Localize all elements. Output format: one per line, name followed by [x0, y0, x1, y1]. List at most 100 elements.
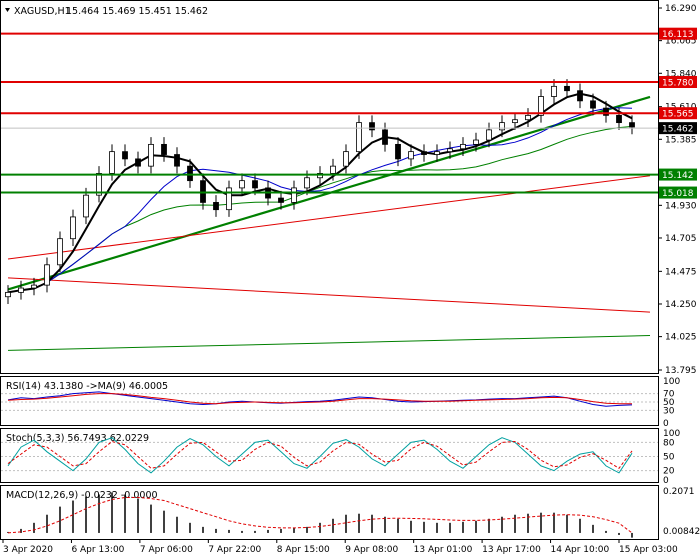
candle-body — [447, 148, 453, 153]
current-price-label: 15.462 — [662, 125, 694, 135]
candle-body — [408, 151, 414, 160]
price-ytick-label: 14.930 — [665, 201, 697, 211]
xtick-label: 9 Apr 08:00 — [345, 545, 398, 555]
candle-body — [83, 194, 89, 218]
candle-body — [616, 114, 622, 124]
level-tag — [659, 107, 697, 120]
candle-body — [57, 238, 63, 266]
xtick-label: 13 Apr 17:00 — [482, 545, 541, 555]
price-ytick-label: 14.250 — [665, 300, 697, 310]
level-tag — [659, 168, 697, 181]
xtick-label: 7 Apr 22:00 — [208, 545, 261, 555]
candle-body — [590, 100, 596, 109]
price-ytick-label: 13.795 — [665, 366, 697, 376]
candle-body — [356, 122, 362, 153]
candle-body — [369, 122, 375, 131]
candle-body — [226, 187, 232, 211]
rsi-panel-frame — [0, 376, 659, 426]
candle-body — [343, 151, 349, 167]
xtick-label: 15 Apr 03:00 — [619, 545, 678, 555]
rsi-title: RSI(14) 43.1380 ->MA(9) 46.0005 — [6, 381, 168, 392]
candle-body — [577, 90, 583, 102]
xtick-label: 3 Apr 2020 — [3, 545, 53, 555]
candle-body — [603, 107, 609, 116]
candle-body — [629, 122, 635, 128]
candle-body — [96, 173, 102, 196]
candle-body — [382, 129, 388, 145]
price-panel-frame — [0, 0, 659, 374]
osc-ytick-label: 80 — [663, 438, 675, 448]
macd-ytick-label: 0.2071 — [663, 487, 695, 497]
ma-blue-line — [7, 107, 633, 293]
osc-ytick-label: 0 — [663, 476, 669, 486]
candle-body — [525, 114, 531, 121]
osc-line-0 — [7, 437, 633, 474]
chart-ohlc: 15.464 15.469 15.451 15.462 — [66, 6, 208, 17]
trendline — [7, 335, 651, 351]
osc-ytick-label: 70 — [663, 390, 675, 400]
stoch-plot — [1, 437, 658, 474]
osc-ytick-label: 50 — [663, 453, 675, 463]
candle-body — [421, 151, 427, 155]
osc-line-1 — [7, 393, 632, 405]
level-tag-label: 15.142 — [662, 171, 694, 181]
price-ytick-label: 14.705 — [665, 234, 697, 244]
candle-body — [460, 143, 466, 150]
osc-ytick-label: 20 — [663, 467, 675, 477]
xtick-label: 7 Apr 06:00 — [140, 545, 193, 555]
macd-panel-frame — [0, 485, 659, 540]
price-ytick-label: 14.025 — [665, 333, 697, 343]
price-ytick-label: 16.065 — [665, 37, 697, 47]
axes: 16.29016.06515.84015.61015.38514.93014.7… — [2, 4, 700, 555]
candle-body — [31, 284, 37, 289]
level-tag-label: 15.018 — [662, 189, 694, 199]
xtick-label: 8 Apr 15:00 — [277, 545, 330, 555]
dropdown-triangle-icon[interactable] — [5, 8, 10, 12]
ma-green-line — [7, 125, 633, 293]
candle-body — [174, 154, 180, 167]
trendline — [7, 277, 651, 313]
candle-body — [252, 180, 258, 189]
price-plot — [1, 32, 658, 351]
xtick-label: 13 Apr 01:00 — [414, 545, 473, 555]
candle-body — [148, 143, 154, 167]
candle-body — [122, 151, 128, 160]
candle-body — [512, 119, 518, 124]
candle-body — [213, 202, 219, 211]
chart-symbol: XAGUSD,H1 — [14, 6, 71, 17]
level-tag-label: 16.113 — [662, 30, 694, 40]
osc-ytick-label: 30 — [663, 406, 675, 416]
stoch-title: Stoch(5,3,3) 56.7493 62.0229 — [6, 433, 149, 444]
candle-body — [499, 122, 505, 131]
candle-body — [395, 143, 401, 160]
osc-ytick-label: 100 — [663, 429, 680, 439]
macd-plot — [7, 492, 633, 538]
macd-ytick-label: 0.00842 — [663, 527, 700, 537]
osc-ytick-label: 0 — [663, 419, 669, 429]
level-tag-label: 15.565 — [662, 110, 694, 120]
xtick-label: 14 Apr 10:00 — [551, 545, 610, 555]
price-ytick-label: 15.840 — [665, 69, 697, 79]
candle-body — [486, 129, 492, 141]
osc-ytick-label: 100 — [663, 377, 680, 387]
level-tag — [659, 27, 697, 40]
candle-body — [5, 291, 11, 298]
candle-body — [564, 85, 570, 92]
price-ytick-label: 16.290 — [665, 4, 697, 14]
candle-body — [434, 151, 440, 155]
candle-body — [187, 165, 193, 182]
candle-body — [135, 158, 141, 167]
level-tag — [659, 75, 697, 88]
price-ytick-label: 14.475 — [665, 267, 697, 277]
candle-body — [70, 216, 76, 240]
candle-body — [161, 143, 167, 155]
rsi-plot — [1, 391, 658, 411]
candle-body — [538, 96, 544, 116]
candle-body — [551, 85, 557, 97]
candle-body — [330, 165, 336, 174]
candle-body — [304, 177, 310, 189]
level-tag — [659, 186, 697, 199]
candle-body — [200, 180, 206, 203]
candle-body — [239, 180, 245, 189]
osc-line-1 — [7, 440, 633, 469]
